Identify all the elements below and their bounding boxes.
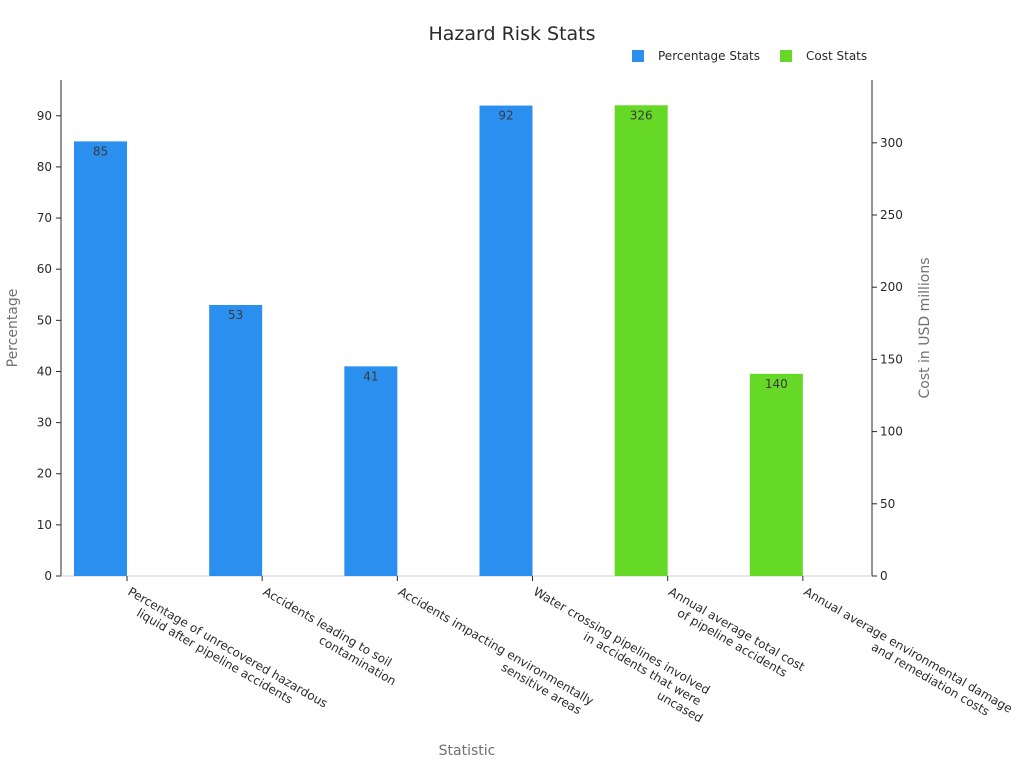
y-tick-left-label: 50 — [37, 313, 52, 327]
y-tick-right-label: 150 — [880, 352, 903, 366]
legend-label-percentage: Percentage Stats — [658, 49, 760, 63]
legend-label-cost: Cost Stats — [806, 49, 867, 63]
y-tick-left-label: 30 — [37, 416, 52, 430]
bar-cost — [614, 105, 668, 576]
bar-cost — [749, 373, 803, 576]
legend-swatch-percentage — [632, 50, 644, 62]
bar-percentage — [209, 304, 263, 576]
y-tick-right-label: 0 — [880, 569, 888, 583]
y-tick-left-label: 0 — [44, 569, 52, 583]
y-tick-left-label: 20 — [37, 467, 52, 481]
bar-percentage — [74, 141, 127, 576]
bar-value-label: 326 — [630, 108, 653, 122]
legend: Percentage Stats Cost Stats — [632, 49, 867, 63]
x-axis-label: Statistic — [439, 743, 496, 759]
y-axis-right-label: Cost in USD millions — [917, 257, 933, 398]
y-tick-right-label: 250 — [880, 208, 903, 222]
chart-title: Hazard Risk Stats — [428, 23, 595, 45]
y-tick-left-label: 80 — [37, 160, 52, 174]
y-tick-left-label: 60 — [37, 262, 52, 276]
bar-value-label: 53 — [228, 308, 243, 322]
x-category-label: Annual average environmental damageand r… — [794, 584, 1014, 727]
y-tick-left-label: 70 — [37, 211, 52, 225]
bar-value-label: 41 — [363, 369, 378, 383]
bar-value-label: 92 — [498, 109, 513, 123]
y-axis-left-label: Percentage — [5, 289, 21, 368]
y-tick-right-label: 300 — [880, 136, 903, 150]
y-tick-left-label: 40 — [37, 364, 52, 378]
bar-value-label: 85 — [93, 144, 108, 158]
y-tick-right-label: 200 — [880, 280, 903, 294]
legend-swatch-cost — [780, 50, 792, 62]
bar-percentage — [344, 366, 398, 576]
bars: 85 53 41 92 326 140 — [74, 105, 803, 576]
bar-percentage — [479, 105, 533, 576]
y-tick-right-label: 100 — [880, 425, 903, 439]
y-tick-right-label: 50 — [880, 497, 895, 511]
y-tick-left-label: 90 — [37, 109, 52, 123]
y-tick-left-label: 10 — [37, 518, 52, 532]
bar-value-label: 140 — [765, 377, 788, 391]
